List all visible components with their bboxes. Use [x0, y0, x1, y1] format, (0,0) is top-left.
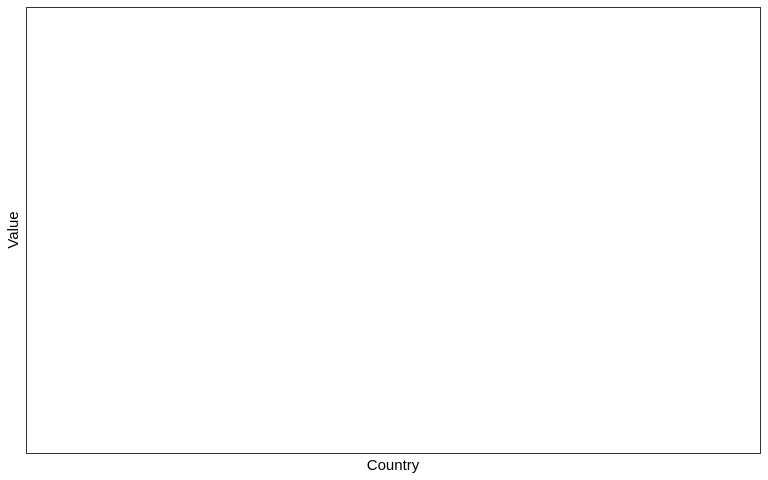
plot-panel — [26, 7, 761, 454]
x-axis-title: Country — [367, 457, 420, 474]
y-axis-title: Value — [5, 211, 22, 248]
